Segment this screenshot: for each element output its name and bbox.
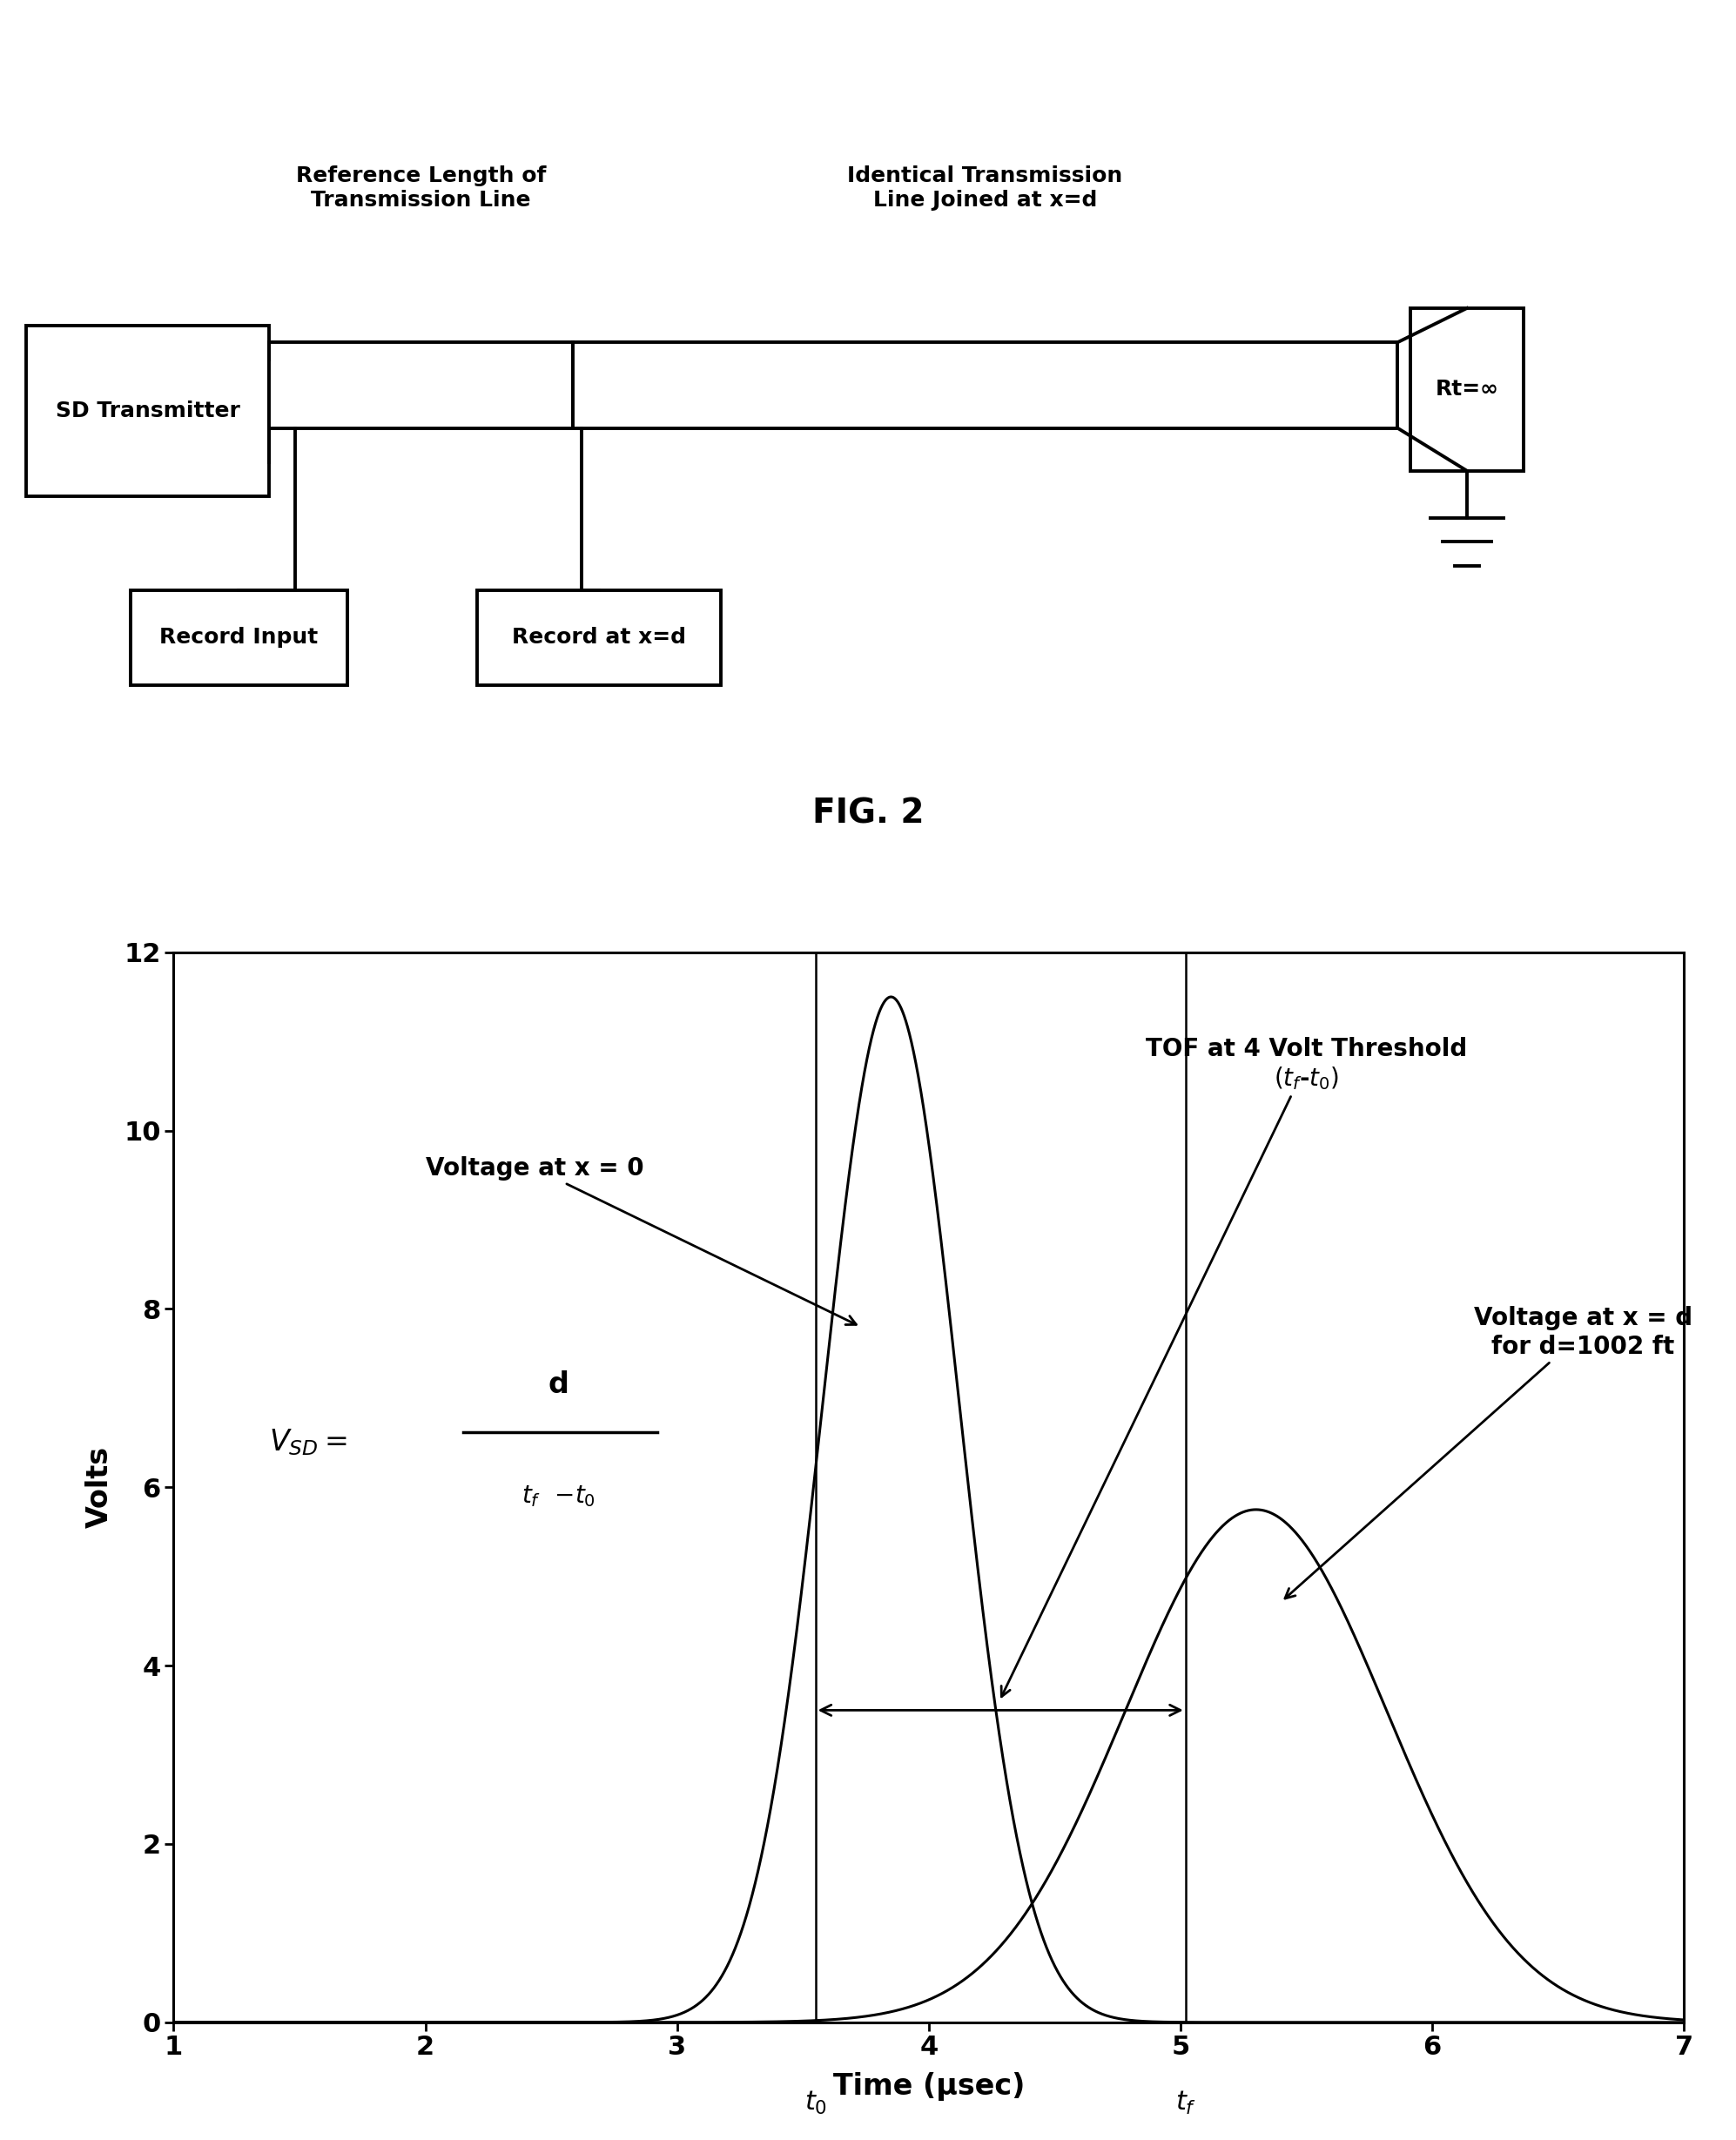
Text: Rt=∞: Rt=∞ [1436,379,1498,400]
Text: $t_f$  $-t_0$: $t_f$ $-t_0$ [523,1483,595,1509]
Text: SD Transmitter: SD Transmitter [56,400,240,422]
Text: Reference Length of
Transmission Line: Reference Length of Transmission Line [295,165,547,212]
Text: Identical Transmission
Line Joined at x=d: Identical Transmission Line Joined at x=… [847,165,1123,212]
Text: $t_0$: $t_0$ [804,2089,826,2116]
X-axis label: Time (μsec): Time (μsec) [833,2072,1024,2101]
Text: Record at x=d: Record at x=d [512,627,686,648]
Y-axis label: Volts: Volts [85,1447,115,1528]
FancyBboxPatch shape [477,591,720,685]
FancyBboxPatch shape [130,591,347,685]
FancyBboxPatch shape [573,342,1397,428]
Text: Record Input: Record Input [160,627,318,648]
FancyBboxPatch shape [269,342,573,428]
Text: FIG. 2: FIG. 2 [812,796,924,830]
FancyBboxPatch shape [26,325,269,496]
Text: $V_{SD}=$: $V_{SD}=$ [269,1427,347,1457]
Text: TOF at 4 Volt Threshold
$(t_f$-$t_0)$: TOF at 4 Volt Threshold $(t_f$-$t_0)$ [1002,1036,1467,1697]
Text: Voltage at x = d
for d=1002 ft: Voltage at x = d for d=1002 ft [1285,1305,1693,1599]
Text: Voltage at x = 0: Voltage at x = 0 [425,1156,856,1325]
FancyBboxPatch shape [1410,308,1524,471]
Text: d: d [549,1370,569,1400]
Text: $t_f$: $t_f$ [1175,2089,1196,2116]
